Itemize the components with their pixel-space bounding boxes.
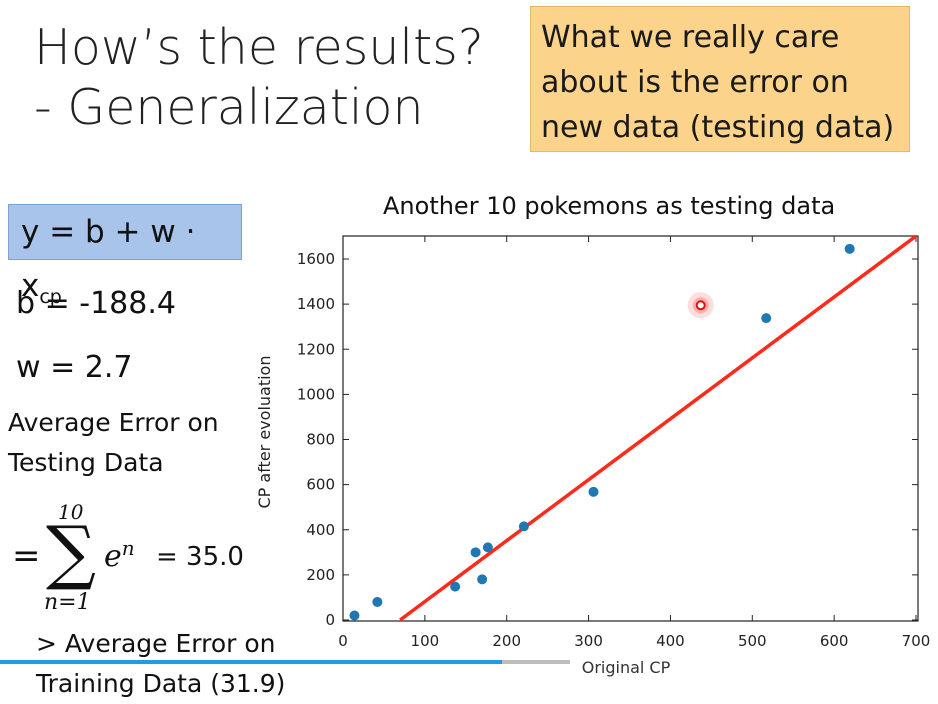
sum-formula: = 10 ∑ n=1 en = 35.0 [8, 498, 268, 618]
b-value: b = -188.4 [16, 286, 176, 321]
data-point [372, 596, 383, 607]
x-tick-label: 300 [574, 632, 603, 650]
y-tick-label: 600 [306, 476, 335, 494]
sum-result: = 35.0 [156, 542, 244, 572]
title-line-2: - Generalization [34, 79, 424, 136]
data-point [349, 610, 360, 621]
plot-frame [342, 235, 919, 622]
y-tick-label: 1600 [297, 250, 335, 268]
chart-title: Another 10 pokemons as testing data [383, 192, 836, 220]
video-progress-fill [0, 660, 502, 664]
y-tick-label: 1000 [297, 385, 335, 403]
y-tick-label: 200 [306, 566, 335, 584]
training-line-1: > Average Error on [36, 629, 276, 658]
y-tick-label: 400 [306, 521, 335, 539]
w-value: w = 2.7 [16, 350, 133, 385]
data-point [761, 313, 772, 324]
callout-line-3: new data (testing data) [541, 110, 895, 145]
data-point [482, 542, 493, 553]
sum-term-sup: n [121, 536, 135, 560]
slide-title: How’s the results? - Generalization [34, 18, 484, 138]
x-axis-label: Original CP [582, 658, 671, 677]
x-tick-label: 700 [902, 632, 931, 650]
callout-line-1: What we really care [541, 20, 840, 55]
x-tick-label: 500 [738, 632, 767, 650]
video-progress-bar[interactable] [0, 660, 570, 664]
avg-error-label: Average Error on Testing Data [8, 403, 219, 483]
y-tick-label: 1400 [297, 295, 335, 313]
avg-error-line-1: Average Error on [8, 408, 219, 437]
model-formula: y = b + w · xcp [8, 204, 242, 308]
formula-subscript: cp [39, 286, 62, 309]
y-tick-label: 1200 [297, 340, 335, 358]
training-error-label: > Average Error on Training Data (31.9) [36, 624, 285, 704]
sum-equals: = [12, 536, 41, 576]
cursor-highlight-point [695, 300, 706, 311]
sigma-symbol: ∑ [46, 511, 96, 593]
x-tick-label: 400 [656, 632, 685, 650]
callout-note: What we really care about is the error o… [530, 6, 910, 152]
y-tick-label: 0 [325, 611, 335, 629]
x-tick-label: 200 [492, 632, 521, 650]
data-point [518, 521, 529, 532]
data-point [470, 547, 481, 558]
sum-term-base: e [104, 539, 122, 574]
x-tick-label: 0 [338, 632, 348, 650]
training-line-2: Training Data (31.9) [36, 669, 286, 698]
sum-term: en [104, 536, 135, 574]
x-tick-label: 100 [411, 632, 440, 650]
title-line-1: How’s the results? [34, 19, 484, 76]
data-point [450, 581, 461, 592]
y-axis-label: CP after evoluation [255, 356, 274, 509]
data-point [588, 486, 599, 497]
regression-line [399, 234, 918, 622]
avg-error-line-2: Testing Data [8, 448, 164, 477]
x-tick-label: 600 [820, 632, 849, 650]
y-tick-label: 800 [306, 431, 335, 449]
data-point [844, 243, 855, 254]
sum-lower-limit: n=1 [44, 590, 91, 615]
sum-upper-limit: 10 [58, 500, 84, 524]
callout-line-2: about is the error on [541, 65, 849, 100]
formula-text: y = b + w · x [21, 214, 196, 304]
data-point [477, 574, 488, 585]
